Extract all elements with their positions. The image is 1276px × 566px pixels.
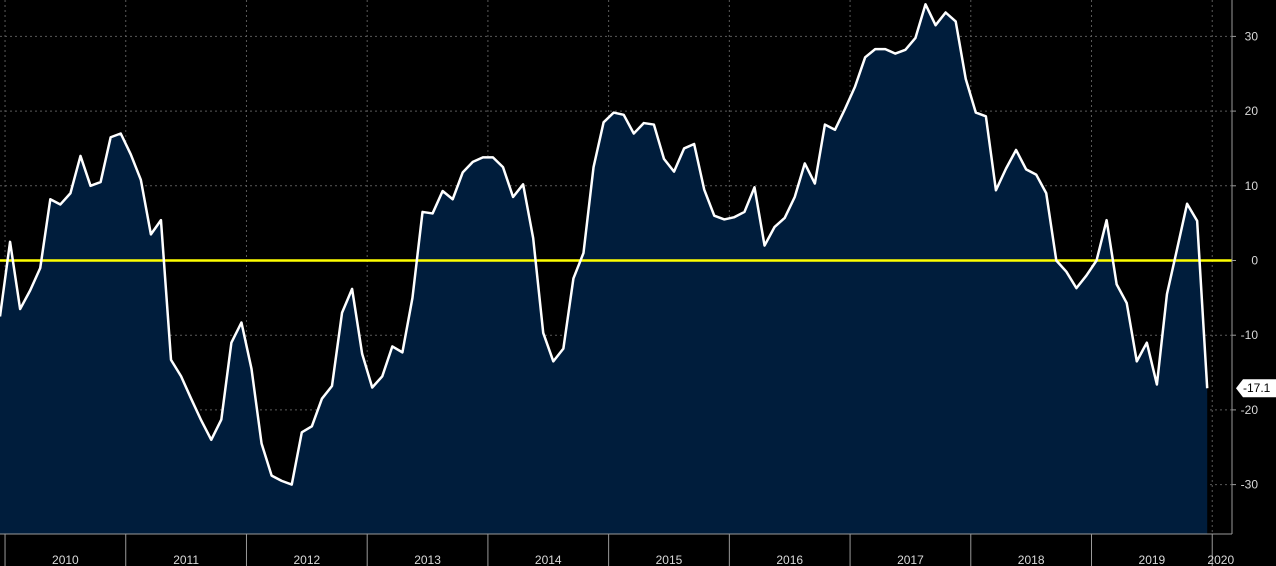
x-tick-label: 2010 xyxy=(52,553,79,566)
y-tick-label: -20 xyxy=(1241,403,1259,417)
series-area xyxy=(0,4,1208,534)
x-tick-label: 2012 xyxy=(293,553,320,566)
y-axis: 30 20 10 0 -10 -20 -30 xyxy=(1231,0,1259,534)
x-tick-label: 2018 xyxy=(1018,553,1045,566)
x-tick-label: 2014 xyxy=(535,553,562,566)
y-tick-label: 30 xyxy=(1245,29,1259,43)
x-tick-label: 2020 xyxy=(1207,553,1234,566)
last-value-label: -17.1 xyxy=(1243,381,1271,395)
y-tick-label: 0 xyxy=(1251,254,1258,268)
line-layer xyxy=(0,3,1209,486)
x-tick-label: 2013 xyxy=(414,553,441,566)
x-tick-label: 2011 xyxy=(173,553,199,566)
x-tick-label: 2017 xyxy=(897,553,924,566)
area-layer xyxy=(0,4,1208,534)
y-tick-label: 20 xyxy=(1245,104,1259,118)
y-tick-label: -30 xyxy=(1241,478,1259,492)
x-tick-label: 2019 xyxy=(1139,553,1166,566)
last-value-tag xyxy=(1236,379,1276,398)
last-value-marker: -17.1 xyxy=(1236,379,1276,398)
x-tick-label: 2015 xyxy=(656,553,683,566)
x-axis: 2010 2011 2012 2013 2014 2015 2016 2017 2018 2019… xyxy=(0,533,1234,566)
x-tick-label: 2016 xyxy=(776,553,803,566)
series-line xyxy=(0,3,1209,486)
y-tick-label: 10 xyxy=(1245,179,1259,193)
y-tick-label: -10 xyxy=(1241,328,1259,342)
